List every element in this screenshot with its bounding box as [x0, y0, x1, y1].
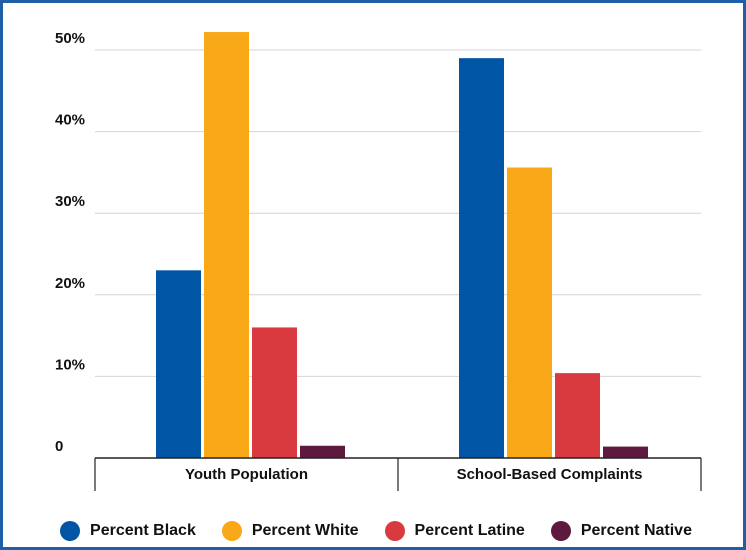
legend-swatch	[384, 521, 405, 541]
bar-chart: 0 10% 20% 30% 40% 50% Youth Population School-…	[55, 30, 702, 491]
x-category-label: Youth Population	[185, 466, 308, 483]
bar-percent-white	[204, 32, 249, 458]
bar-percent-black	[156, 270, 201, 458]
bar-percent-black	[459, 58, 504, 458]
y-tick-label: 30%	[55, 193, 85, 210]
legend: Percent Black Percent White Percent Latine…	[3, 515, 746, 547]
legend-label: Percent Black	[90, 522, 196, 539]
bar-percent-white	[507, 167, 552, 458]
y-tick-label: 0	[55, 438, 63, 455]
x-category-label: School-Based Complaints	[457, 466, 643, 483]
legend-item: Percent Latine	[384, 521, 525, 541]
legend-swatch	[221, 521, 242, 541]
legend-label: Percent Native	[580, 522, 692, 539]
x-axis-categories: Youth Population School-Based Complaints	[185, 466, 642, 483]
bar-percent-native	[300, 445, 345, 458]
y-tick-label: 10%	[55, 356, 85, 373]
y-axis-ticks: 0 10% 20% 30% 40% 50%	[55, 30, 85, 455]
legend-item: Percent White	[221, 521, 359, 541]
y-tick-label: 50%	[55, 30, 85, 47]
legend-swatch	[60, 521, 81, 541]
bar-percent-latine	[252, 327, 297, 458]
y-tick-label: 40%	[55, 112, 85, 129]
y-tick-label: 20%	[55, 275, 85, 292]
x-axis	[94, 457, 702, 491]
bars	[156, 32, 648, 458]
legend-item: Percent Native	[550, 521, 692, 541]
legend-item: Percent Black	[60, 521, 196, 541]
legend-label: Percent Latine	[414, 522, 525, 539]
legend-label: Percent White	[251, 522, 359, 539]
bar-percent-native	[603, 446, 648, 458]
bar-percent-latine	[555, 373, 600, 458]
legend-swatch	[550, 521, 571, 541]
